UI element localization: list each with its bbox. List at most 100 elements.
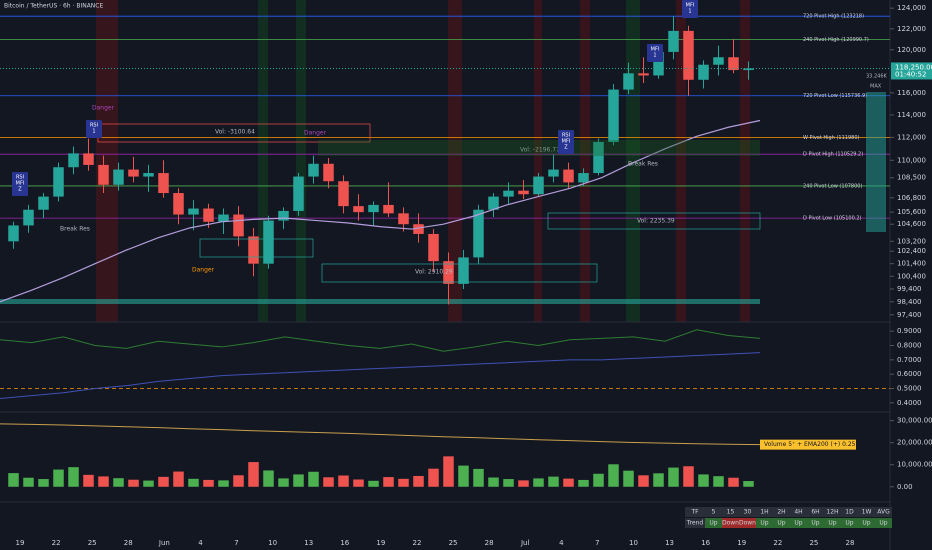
x-tick-label: 25 — [88, 539, 97, 547]
oscillator-line — [0, 329, 761, 352]
candle-body — [473, 209, 484, 258]
volume-bar — [368, 480, 379, 487]
table-header: 30 — [744, 509, 752, 516]
badge-text: RSI — [16, 175, 24, 181]
volume-bar — [188, 478, 199, 487]
candle-body — [428, 233, 439, 262]
y-tick-label: 0.9000 — [897, 327, 922, 335]
candle-body — [68, 153, 79, 168]
annotation: Danger — [192, 267, 215, 274]
x-tick-label: Jun — [158, 539, 170, 547]
candle-body — [728, 57, 739, 71]
table-cell — [841, 507, 858, 517]
table-cell — [739, 518, 756, 528]
table-cell — [858, 518, 875, 528]
candle-body — [263, 220, 274, 264]
chart-title: Bitcoin / TetherUS · 6h · BINANCE — [4, 3, 103, 10]
volume-bar — [653, 473, 664, 487]
table-cell — [790, 518, 807, 528]
table-cell — [756, 518, 773, 528]
badge-text: MFI — [562, 139, 571, 145]
volume-bar — [398, 478, 409, 487]
y-tick-label: 101,400 — [897, 260, 926, 268]
volume-bar — [443, 456, 454, 487]
x-tick-label: 10 — [268, 539, 277, 547]
annotation: Break Res — [60, 226, 90, 233]
y-tick-label: 112,000 — [897, 133, 926, 141]
candle-body — [8, 225, 19, 242]
candle-body — [503, 190, 514, 197]
candle-body — [38, 196, 49, 210]
table-cell — [875, 518, 892, 528]
volume-bar — [263, 470, 274, 487]
x-tick-label: 28 — [846, 539, 855, 547]
volume-bar — [743, 481, 754, 487]
x-tick-label: 10 — [629, 539, 638, 547]
candle-body — [578, 173, 589, 183]
volume-bar — [578, 479, 589, 487]
signal-badge — [86, 120, 102, 138]
candle-body — [248, 236, 259, 264]
candle-body — [338, 181, 349, 207]
table-value: Up — [828, 520, 836, 527]
y-tick-label: 104,600 — [897, 220, 926, 228]
table-cell — [807, 518, 824, 528]
candle-body — [293, 176, 304, 211]
y-tick-label: 124,000 — [897, 4, 926, 12]
candle-body — [218, 214, 229, 222]
volume-bar — [293, 474, 304, 487]
y-tick-label: 0.7000 — [897, 356, 922, 364]
candle-body — [143, 173, 154, 177]
y-tick-label: 105,600 — [897, 208, 926, 216]
volume-bar — [38, 479, 49, 487]
table-cell — [875, 507, 892, 517]
volume-bar — [173, 471, 184, 487]
volume-bar — [218, 480, 229, 487]
volume-bar — [503, 479, 514, 487]
pivot-label: D Pivot High (110529.2) — [803, 152, 863, 158]
table-value: Trend — [686, 520, 704, 527]
candle-body — [203, 208, 214, 222]
pivot-label: W Pivot High (111980) — [803, 135, 860, 141]
badge-text: MFI — [686, 3, 695, 9]
pivot-label: 720 Pivot High (123218) — [803, 14, 864, 20]
table-header: 1D — [845, 509, 854, 516]
x-tick-label: 4 — [198, 539, 203, 547]
side-gauge — [866, 92, 886, 232]
candle-body — [518, 190, 529, 195]
table-header: 12H — [826, 509, 838, 516]
badge-text: Z — [564, 145, 568, 151]
candle-body — [653, 51, 664, 76]
table-cell — [807, 507, 824, 517]
pivot-label: 240 Pivot Low (107800) — [803, 183, 862, 189]
volume-bar — [533, 478, 544, 487]
volume-bar — [203, 479, 214, 487]
table-value: Up — [760, 520, 768, 527]
table-value: Up — [777, 520, 785, 527]
badge-text: RSI — [562, 133, 570, 139]
candle-body — [98, 164, 109, 185]
table-header: 2H — [777, 509, 785, 516]
annotation: Vol: 2910.29 — [415, 269, 453, 276]
table-cell — [705, 518, 722, 528]
table-cell — [824, 518, 841, 528]
y-tick-label: 103,200 — [897, 237, 926, 245]
badge-text: 1 — [653, 53, 656, 59]
badge-text: MFI — [651, 47, 660, 53]
volume-bar — [23, 477, 34, 487]
y-tick-label: 114,000 — [897, 111, 926, 119]
volume-bar — [593, 473, 604, 487]
x-tick-label: 4 — [559, 539, 564, 547]
y-tick-label: 0.8000 — [897, 342, 922, 350]
pivot-label: 240 Pivot High (120990.7) — [803, 37, 869, 43]
table-cell — [773, 507, 790, 517]
table-value: Up — [862, 520, 870, 527]
signal-badge — [682, 0, 698, 18]
table-cell — [739, 507, 756, 517]
annotation: Danger — [304, 130, 327, 137]
volume-bar — [428, 468, 439, 487]
x-tick-label: 16 — [340, 539, 349, 547]
table-value: Up — [709, 520, 717, 527]
volume-bar — [158, 476, 169, 487]
